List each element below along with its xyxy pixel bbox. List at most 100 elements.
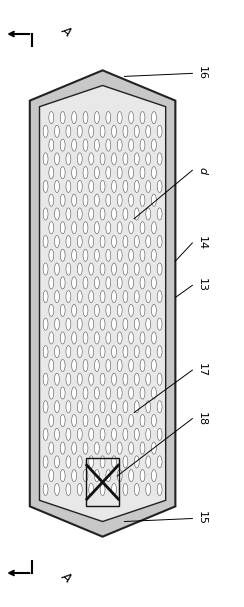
Circle shape [123,208,128,220]
Text: A: A [59,569,74,585]
Circle shape [146,291,151,303]
Circle shape [83,304,88,316]
Circle shape [60,359,65,371]
Circle shape [49,139,54,151]
Circle shape [94,249,99,262]
Circle shape [83,112,88,124]
Circle shape [77,483,82,495]
Circle shape [94,415,99,427]
Circle shape [129,415,133,427]
Circle shape [106,332,111,344]
Circle shape [89,401,94,413]
Circle shape [106,277,111,289]
Circle shape [134,208,139,220]
Circle shape [146,401,151,413]
Circle shape [146,373,151,385]
Text: 14: 14 [197,236,207,250]
Text: 17: 17 [197,363,207,377]
Circle shape [140,194,145,206]
Circle shape [123,401,128,413]
Circle shape [106,442,111,454]
Circle shape [112,291,116,303]
Circle shape [77,125,82,137]
Circle shape [60,166,65,178]
Circle shape [140,112,145,124]
Circle shape [117,359,122,371]
Circle shape [152,442,156,454]
Circle shape [117,332,122,344]
Circle shape [89,373,94,385]
Circle shape [77,345,82,358]
Circle shape [152,470,156,482]
Circle shape [152,249,156,262]
Circle shape [72,112,77,124]
Circle shape [72,304,77,316]
Circle shape [60,222,65,234]
Circle shape [77,153,82,165]
Circle shape [49,249,54,262]
Polygon shape [30,70,175,537]
Circle shape [100,345,105,358]
Circle shape [100,263,105,275]
Circle shape [83,249,88,262]
Circle shape [60,415,65,427]
Circle shape [77,263,82,275]
Circle shape [152,222,156,234]
Circle shape [123,318,128,330]
Circle shape [43,236,48,248]
Circle shape [55,429,59,441]
Circle shape [129,139,133,151]
Circle shape [43,456,48,468]
Circle shape [106,387,111,399]
Text: d: d [197,167,207,174]
Circle shape [77,236,82,248]
Circle shape [43,208,48,220]
Circle shape [123,429,128,441]
Circle shape [140,332,145,344]
Circle shape [60,442,65,454]
Circle shape [112,401,116,413]
Circle shape [60,194,65,206]
Text: 13: 13 [197,279,207,293]
Circle shape [77,429,82,441]
Circle shape [152,359,156,371]
Circle shape [117,415,122,427]
Circle shape [129,166,133,178]
Circle shape [83,277,88,289]
Circle shape [106,249,111,262]
Circle shape [140,387,145,399]
Circle shape [112,263,116,275]
Circle shape [152,194,156,206]
Circle shape [129,332,133,344]
Circle shape [60,249,65,262]
Circle shape [55,208,59,220]
Polygon shape [40,86,166,521]
Circle shape [60,332,65,344]
Circle shape [134,180,139,192]
Circle shape [49,470,54,482]
Circle shape [146,153,151,165]
Circle shape [123,180,128,192]
Circle shape [106,359,111,371]
Circle shape [43,125,48,137]
Circle shape [112,456,116,468]
Circle shape [100,456,105,468]
Circle shape [43,345,48,358]
Circle shape [83,387,88,399]
Circle shape [146,236,151,248]
Circle shape [134,483,139,495]
Circle shape [94,442,99,454]
Circle shape [72,415,77,427]
Circle shape [106,194,111,206]
Circle shape [72,387,77,399]
Circle shape [157,208,162,220]
Circle shape [152,166,156,178]
Circle shape [72,442,77,454]
Circle shape [134,153,139,165]
Circle shape [152,277,156,289]
Circle shape [123,125,128,137]
Circle shape [117,304,122,316]
Circle shape [66,236,71,248]
Circle shape [66,180,71,192]
Circle shape [157,373,162,385]
